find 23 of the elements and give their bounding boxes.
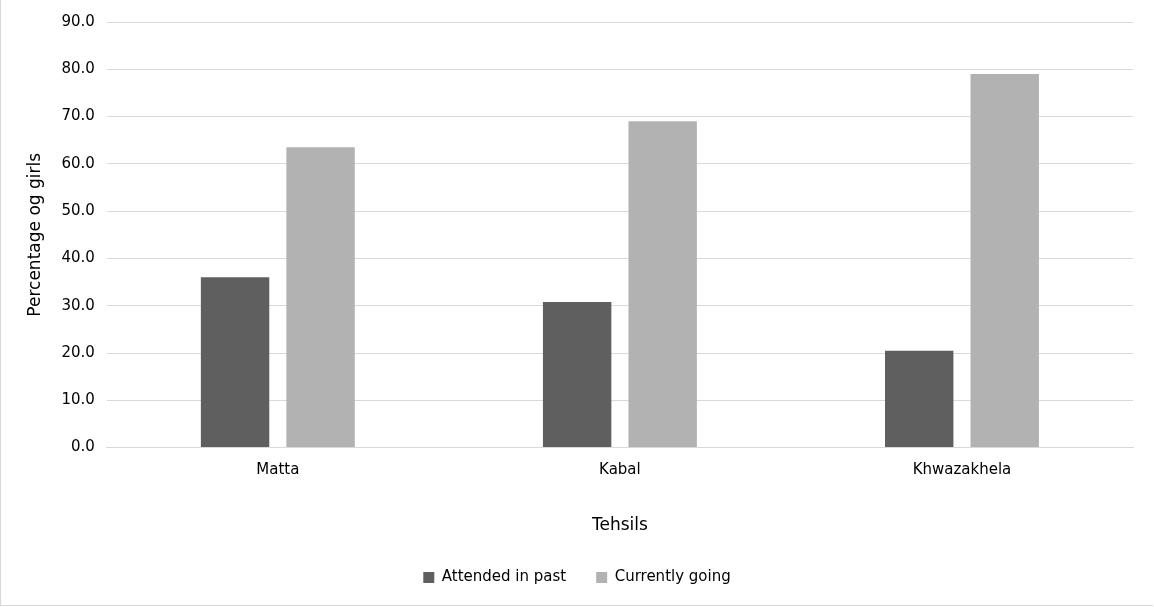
y-tick-label: 0.0: [70, 437, 95, 456]
legend-label: Currently going: [614, 567, 731, 586]
y-tick-label: 70.0: [61, 106, 95, 125]
y-tick-label: 40.0: [61, 248, 95, 267]
x-tick-label: Matta: [256, 460, 300, 479]
y-tick-label: 90.0: [61, 11, 95, 30]
x-tick-label: Kabal: [599, 460, 641, 479]
y-axis-title: Percentage og girls: [23, 152, 44, 317]
y-tick-label: 20.0: [61, 342, 95, 361]
bar: [200, 277, 270, 448]
bar: [286, 147, 355, 448]
y-tick-label: 80.0: [61, 59, 95, 78]
bar: [542, 301, 612, 448]
y-tick-label: 30.0: [61, 295, 95, 314]
y-tick-label: 50.0: [61, 201, 95, 220]
bar: [970, 74, 1039, 448]
y-tick-label: 60.0: [61, 153, 95, 172]
x-tick-label: Khwazakhela: [912, 460, 1012, 479]
legend-label: Attended in past: [441, 567, 567, 586]
bar: [628, 121, 697, 448]
x-axis-title: Tehsils: [590, 514, 648, 535]
bar: [885, 350, 954, 448]
y-tick-label: 10.0: [61, 390, 95, 409]
